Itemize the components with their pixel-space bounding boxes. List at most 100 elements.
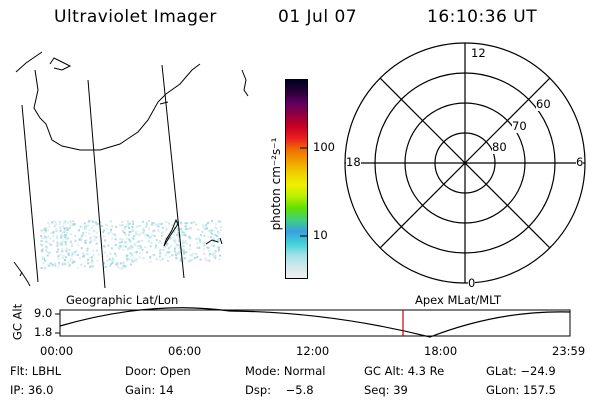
uv-speckle	[137, 247, 140, 250]
uv-speckle	[219, 229, 222, 231]
uv-speckle	[166, 228, 168, 230]
uv-speckle	[103, 245, 106, 248]
uv-speckle	[126, 248, 129, 251]
uv-speckle	[64, 236, 67, 239]
uv-speckle	[87, 233, 90, 235]
uv-speckle	[45, 240, 48, 243]
uv-speckle	[64, 243, 67, 246]
uv-speckle	[66, 237, 69, 240]
uv-speckle	[60, 236, 63, 239]
uv-speckle	[212, 238, 215, 240]
uv-speckle	[135, 230, 138, 233]
uv-speckle	[112, 259, 115, 262]
uv-speckle	[158, 223, 161, 226]
uv-speckle	[214, 226, 217, 229]
uv-speckle	[69, 240, 72, 243]
uv-speckle	[199, 258, 202, 261]
uv-speckle	[188, 248, 191, 251]
uv-speckle	[59, 227, 62, 230]
uv-speckle	[54, 262, 57, 265]
uv-speckle	[211, 253, 214, 256]
time-tick-0600: 06:00	[168, 344, 202, 358]
uv-speckle	[142, 227, 144, 230]
uv-speckle	[219, 226, 222, 228]
uv-speckle	[56, 244, 59, 247]
uv-speckle	[57, 266, 60, 269]
uv-speckle	[205, 225, 208, 228]
uv-speckle	[137, 233, 140, 236]
uv-speckle	[99, 235, 102, 238]
uv-speckle	[104, 239, 107, 242]
uv-speckle	[196, 242, 199, 245]
uv-speckle	[177, 232, 180, 234]
uv-speckle	[130, 252, 133, 255]
uv-speckle	[98, 253, 101, 256]
meridian-line	[21, 104, 39, 283]
uv-speckle	[156, 223, 159, 226]
uv-speckle	[69, 259, 72, 262]
uv-speckle	[181, 234, 184, 237]
uv-speckle	[62, 238, 65, 241]
uv-speckle	[176, 228, 179, 231]
uv-speckle	[144, 235, 147, 238]
uv-speckle	[107, 244, 110, 247]
uv-speckle	[139, 244, 142, 247]
uv-speckle	[188, 245, 191, 248]
uv-speckle	[137, 240, 140, 243]
uv-speckle	[179, 257, 182, 260]
uv-speckle	[106, 255, 109, 258]
uv-speckle	[176, 234, 179, 237]
uv-speckle	[146, 234, 149, 237]
uv-speckle	[217, 240, 220, 243]
uv-speckle	[122, 248, 125, 251]
uv-speckle	[54, 264, 57, 267]
uv-speckle	[208, 259, 211, 262]
uv-speckle	[183, 231, 186, 234]
uv-speckle	[116, 265, 119, 268]
uv-speckle	[210, 229, 213, 232]
uv-speckle	[161, 257, 164, 260]
uv-speckle	[120, 267, 123, 270]
uv-speckle	[107, 232, 110, 235]
uv-speckle	[131, 226, 134, 228]
uv-speckle	[131, 260, 134, 263]
uv-speckle	[184, 240, 187, 243]
uv-speckle	[181, 257, 184, 260]
uv-speckle	[210, 244, 213, 247]
info-gc-alt: GC Alt: 4.3 Re	[364, 364, 445, 378]
uv-speckle	[56, 223, 59, 226]
uv-speckle	[154, 246, 157, 249]
uv-speckle	[213, 229, 216, 232]
uv-speckle	[46, 221, 49, 224]
uv-speckle	[81, 226, 83, 228]
info-dsp: Dsp: −5.8	[245, 383, 314, 397]
uv-speckle	[62, 255, 65, 257]
uv-speckle	[183, 257, 186, 260]
uv-speckle	[216, 238, 219, 241]
uv-speckle	[59, 229, 62, 232]
uv-speckle	[126, 254, 129, 257]
uv-speckle	[203, 252, 206, 255]
uv-speckle	[88, 229, 91, 231]
uv-speckle	[183, 242, 186, 245]
uv-speckle	[129, 263, 132, 266]
uv-speckle	[90, 240, 93, 243]
uv-speckle	[90, 227, 93, 230]
uv-speckle	[129, 230, 132, 233]
uv-speckle	[77, 254, 80, 256]
uv-speckle	[207, 247, 210, 250]
uv-speckle	[114, 243, 117, 246]
uv-speckle	[62, 264, 65, 266]
uv-speckle	[206, 246, 209, 249]
uv-speckle	[44, 227, 47, 230]
uv-speckle	[138, 224, 141, 227]
time-tick-0000: 00:00	[40, 344, 74, 358]
uv-speckle	[72, 260, 75, 263]
uv-speckle	[217, 239, 220, 242]
uv-speckle	[122, 244, 125, 247]
uv-speckle	[90, 261, 93, 264]
uv-speckle	[165, 237, 168, 240]
uv-speckle	[174, 247, 176, 250]
uv-speckle	[160, 259, 163, 262]
